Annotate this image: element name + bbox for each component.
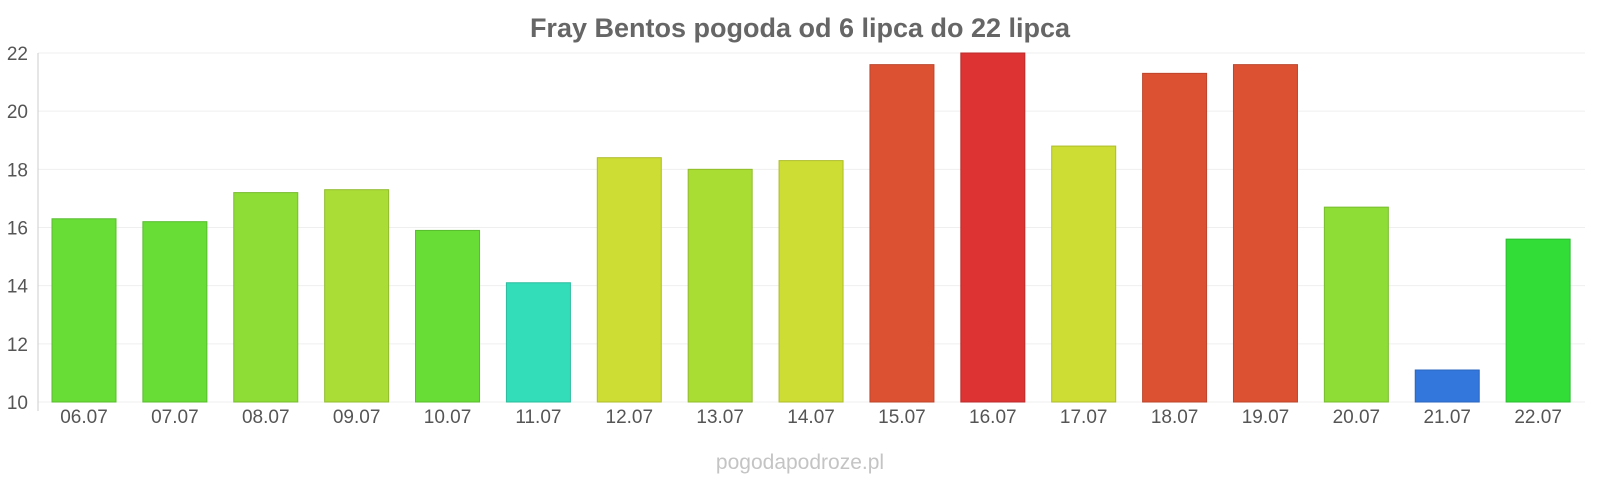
x-tick-label: 21.07	[1423, 407, 1471, 428]
bar	[233, 192, 299, 403]
x-tick-label: 20.07	[1333, 407, 1381, 428]
chart-title: Fray Bentos pogoda od 6 lipca do 22 lipc…	[530, 13, 1071, 43]
x-tick-label: 19.07	[1242, 407, 1290, 428]
x-tick-label: 13.07	[696, 407, 744, 428]
bar	[142, 221, 208, 403]
bar	[1323, 206, 1389, 403]
x-tick-label: 14.07	[787, 407, 835, 428]
bar	[869, 64, 935, 403]
y-tick-label: 18	[7, 160, 28, 181]
bar	[1232, 64, 1298, 403]
bar	[51, 218, 117, 403]
x-tick-label: 11.07	[515, 407, 561, 428]
bar	[505, 282, 571, 403]
x-tick-label: 12.07	[606, 407, 654, 428]
bar	[1505, 238, 1571, 403]
y-tick-label: 16	[7, 219, 28, 240]
x-tick-label: 06.07	[60, 407, 108, 428]
x-tick-label: 22.07	[1514, 407, 1562, 428]
x-tick-label: 17.07	[1060, 407, 1108, 428]
x-tick-label: 16.07	[969, 407, 1017, 428]
bar	[960, 52, 1026, 403]
bar	[415, 229, 481, 403]
x-tick-label: 08.07	[242, 407, 290, 428]
x-tick-label: 09.07	[333, 407, 381, 428]
watermark: pogodapodroze.pl	[716, 451, 884, 474]
y-axis-ticks: 10 12 14 16 18 20 22	[7, 44, 29, 414]
bar	[1051, 145, 1117, 403]
bar	[1414, 369, 1480, 403]
bar	[596, 157, 662, 403]
x-tick-label: 18.07	[1151, 407, 1199, 428]
x-tick-label: 07.07	[151, 407, 199, 428]
y-tick-label: 20	[7, 102, 28, 123]
bar	[687, 168, 753, 403]
bar	[1142, 72, 1208, 403]
y-tick-label: 22	[7, 44, 28, 65]
y-tick-label: 10	[7, 393, 28, 414]
bar	[324, 189, 390, 403]
x-axis-ticks: 06.07 07.07 08.07 09.07 10.07 11.07 12.07 13.07…	[60, 407, 1562, 428]
y-tick-label: 14	[7, 277, 29, 298]
bars	[51, 52, 1571, 403]
bar	[778, 160, 844, 403]
x-tick-label: 10.07	[424, 407, 472, 428]
y-tick-label: 12	[7, 335, 28, 356]
x-tick-label: 15.07	[878, 407, 926, 428]
